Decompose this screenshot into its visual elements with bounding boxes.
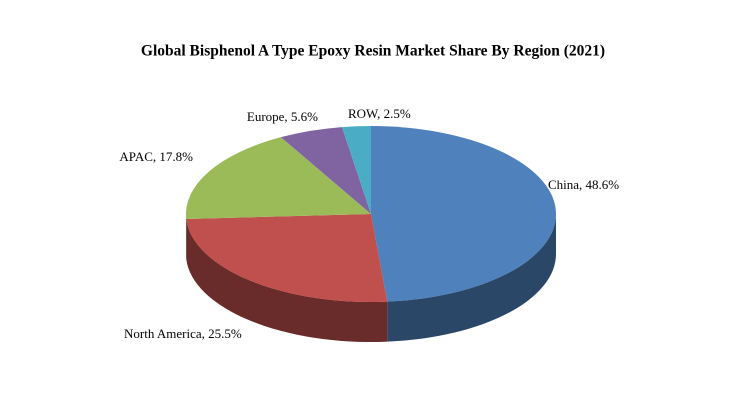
chart-title: Global Bisphenol A Type Epoxy Resin Mark… (141, 43, 605, 60)
slice-side-shade (186, 218, 388, 342)
slice (280, 127, 371, 214)
slice-side (387, 214, 556, 342)
data-label: North America, 25.5% (124, 326, 242, 341)
slice (342, 126, 371, 214)
slice (371, 126, 557, 302)
data-label: Europe, 5.6% (247, 109, 318, 124)
slice (186, 137, 371, 219)
data-label: ROW, 2.5% (348, 106, 411, 121)
slice-side-shade (387, 214, 556, 342)
data-label: APAC, 17.8% (119, 149, 193, 164)
data-label: China, 48.6% (548, 177, 619, 192)
slice-side (186, 218, 388, 342)
slice (186, 214, 388, 302)
